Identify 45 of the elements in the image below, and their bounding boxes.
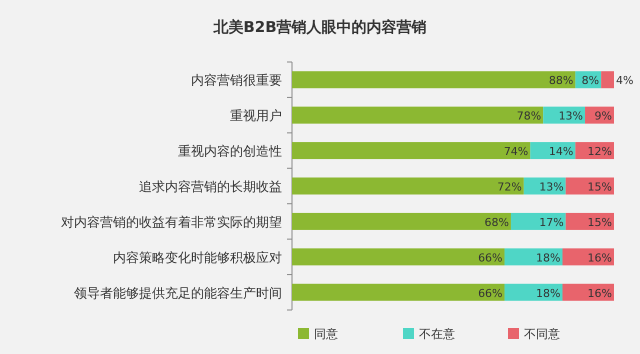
data-label: 88%	[548, 74, 574, 88]
y-tick-label: 领导者能够提供充足的能容生产时间	[74, 285, 282, 302]
bar	[292, 71, 576, 88]
bar	[504, 248, 562, 266]
y-tick-label: 重视内容的创造性	[178, 144, 282, 160]
data-label: 12%	[588, 145, 612, 158]
data-label: 8%	[582, 74, 600, 88]
data-label: 17%	[539, 216, 564, 229]
legend-label: 不在意	[419, 327, 455, 341]
data-label: 18%	[536, 251, 560, 264]
data-label: 9%	[594, 110, 612, 123]
y-tick-label: 对内容营销的收益有着非常实际的期望	[61, 214, 282, 230]
data-label: 13%	[558, 110, 584, 123]
bar	[292, 142, 530, 160]
legend-label: 同意	[314, 327, 338, 341]
data-label: 18%	[536, 286, 560, 300]
data-label: 74%	[504, 145, 528, 158]
y-tick-label: 追求内容营销的长期收益	[139, 179, 282, 195]
bar	[566, 178, 614, 194]
data-label: 13%	[539, 180, 564, 194]
chart-title: 北美B2B营销人眼中的内容营销	[212, 18, 427, 36]
y-tick-label: 重视用户	[230, 109, 282, 124]
data-label: 78%	[516, 110, 542, 123]
data-label: 72%	[497, 180, 522, 194]
y-tick-label: 内容策略变化时能够积极应对	[113, 250, 282, 266]
data-label: 4%	[616, 74, 634, 88]
bar	[601, 71, 614, 88]
bar	[504, 284, 562, 301]
data-label: 16%	[588, 251, 612, 264]
data-label: 68%	[484, 216, 509, 229]
bar	[292, 106, 544, 124]
bar	[292, 178, 524, 194]
bar	[292, 284, 505, 301]
data-label: 66%	[478, 251, 503, 264]
legend-label: 不同意	[524, 327, 560, 341]
bar	[292, 248, 505, 266]
data-label: 15%	[588, 180, 612, 194]
data-label: 14%	[548, 145, 574, 158]
y-tick-label: 内容营销很重要	[191, 72, 282, 89]
data-label: 16%	[588, 286, 612, 300]
bar	[510, 212, 566, 230]
bar	[566, 212, 614, 230]
data-label: 66%	[478, 286, 503, 300]
bar	[292, 212, 511, 230]
data-label: 15%	[588, 216, 612, 229]
